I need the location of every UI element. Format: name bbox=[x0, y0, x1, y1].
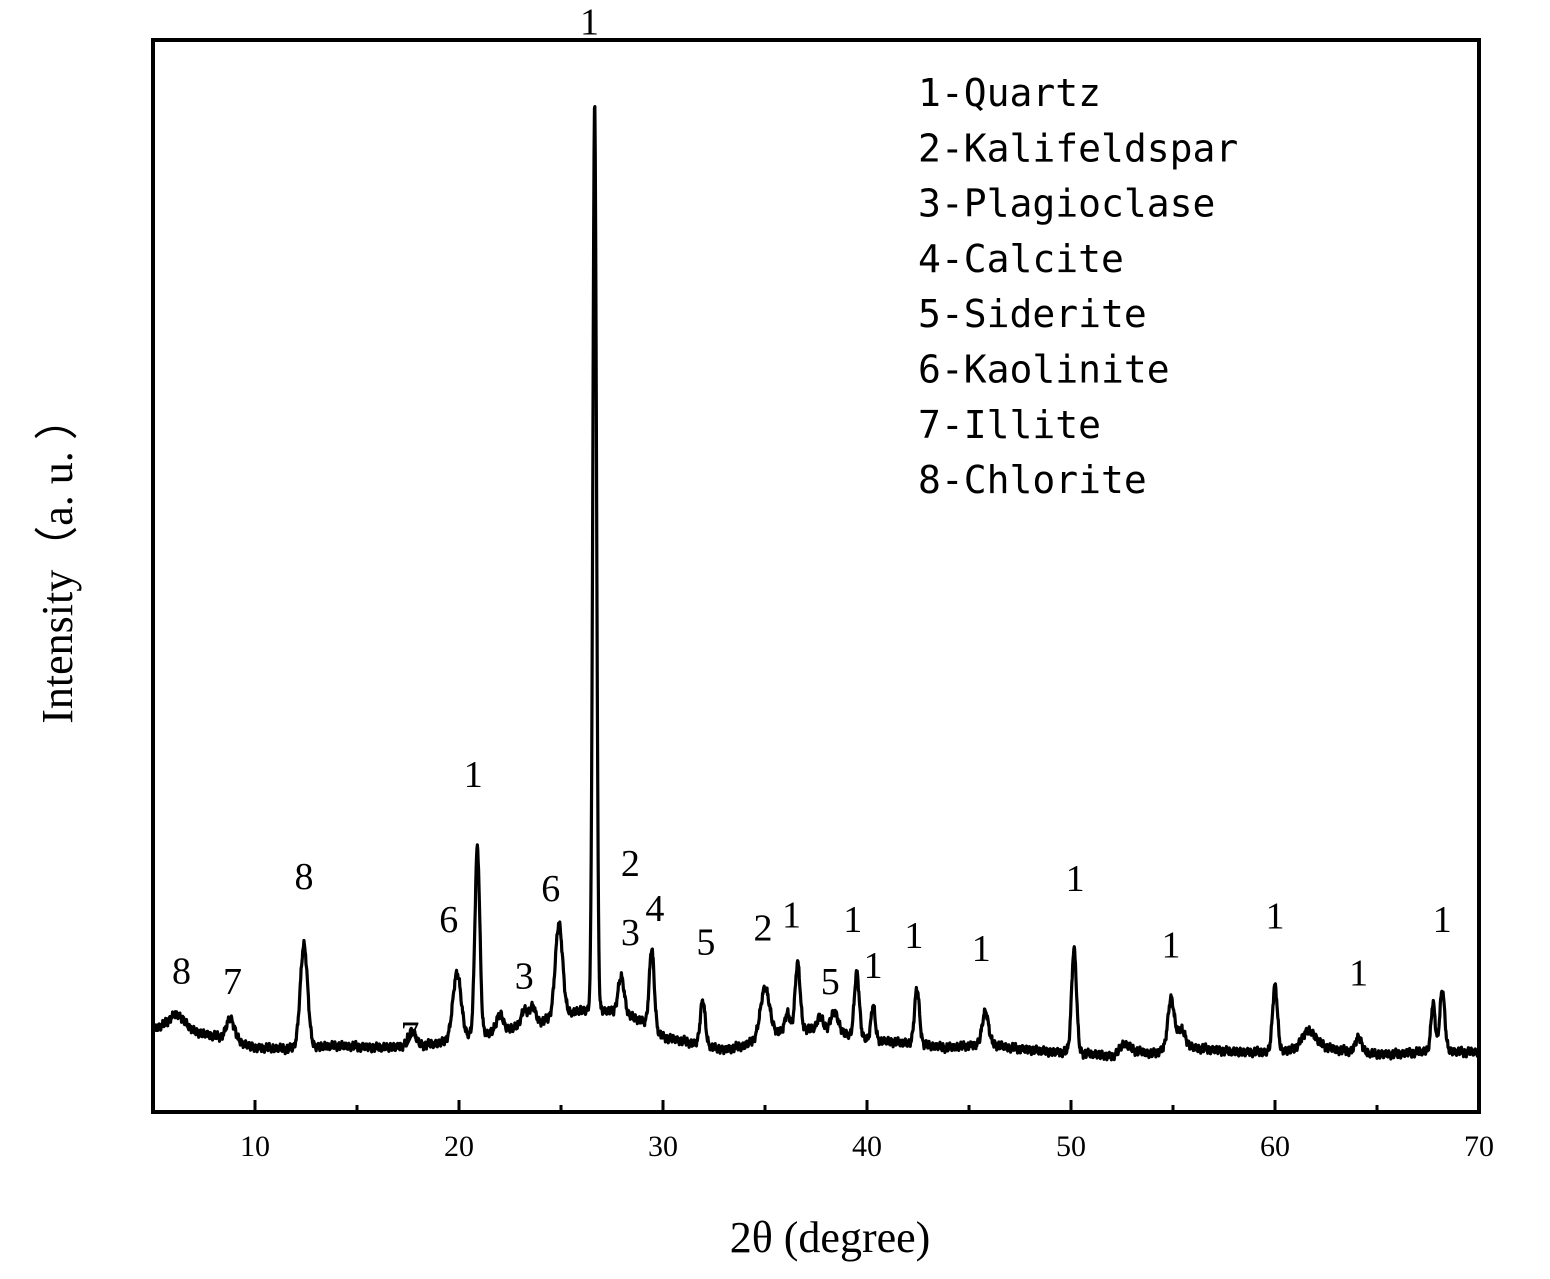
peak-label: 6 bbox=[439, 899, 458, 941]
peak-label: 1 bbox=[464, 754, 483, 796]
x-axis-title: 2θ (degree) bbox=[730, 1213, 931, 1262]
peak-label: 1 bbox=[864, 945, 883, 987]
peak-label: 1 bbox=[1161, 925, 1180, 967]
x-tick-label: 40 bbox=[852, 1130, 882, 1163]
peak-label: 2 bbox=[621, 843, 640, 885]
peak-label: 5 bbox=[696, 921, 715, 963]
peak-label: 1 bbox=[1433, 899, 1452, 941]
peak-label: 5 bbox=[821, 961, 840, 1003]
x-tick-label: 30 bbox=[648, 1130, 678, 1163]
y-axis-title: Intensity（a. u. ） bbox=[33, 396, 82, 724]
peak-label: 2 bbox=[753, 907, 772, 949]
legend-entry: 7-Illite bbox=[918, 403, 1101, 447]
x-tick-label: 10 bbox=[240, 1130, 270, 1163]
x-axis-tick-labels: 10 20 30 40 50 60 70 bbox=[240, 1130, 1494, 1163]
legend-entry: 5-Siderite bbox=[918, 292, 1147, 336]
peak-label: 1 bbox=[843, 899, 862, 941]
legend-entry: 1-Quartz bbox=[918, 71, 1101, 115]
legend-entry: 6-Kaolinite bbox=[918, 348, 1170, 392]
peak-label: 3 bbox=[621, 912, 640, 954]
legend-entry: 8-Chlorite bbox=[918, 458, 1147, 502]
peak-label: 1 bbox=[1266, 896, 1285, 938]
peak-label: 4 bbox=[645, 888, 664, 930]
peak-label: 3 bbox=[515, 956, 534, 998]
peak-label: 1 bbox=[972, 928, 991, 970]
peak-label: 8 bbox=[172, 950, 191, 992]
peak-label: 8 bbox=[294, 856, 313, 898]
x-tick-label: 20 bbox=[444, 1130, 474, 1163]
legend: 1-Quartz 2-Kalifeldspar 3-Plagioclase 4-Cal… bbox=[918, 71, 1238, 502]
peak-label: 6 bbox=[541, 868, 560, 910]
legend-entry: 3-Plagioclase bbox=[918, 182, 1215, 226]
plot-frame bbox=[151, 38, 1481, 1114]
x-tick-label: 50 bbox=[1056, 1130, 1086, 1163]
peak-label: 1 bbox=[1349, 953, 1368, 995]
peak-label: 1 bbox=[580, 2, 599, 44]
legend-entry: 4-Calcite bbox=[918, 237, 1124, 281]
x-tick-label: 70 bbox=[1464, 1130, 1494, 1163]
x-tick-label: 60 bbox=[1260, 1130, 1290, 1163]
series-line bbox=[151, 105, 1481, 1062]
legend-entry: 2-Kalifeldspar bbox=[918, 126, 1238, 170]
peak-label: 7 bbox=[401, 1015, 420, 1057]
peak-label: 7 bbox=[223, 961, 242, 1003]
peak-label: 1 bbox=[1066, 858, 1085, 900]
peak-label: 1 bbox=[904, 915, 923, 957]
peak-label: 1 bbox=[782, 895, 801, 937]
